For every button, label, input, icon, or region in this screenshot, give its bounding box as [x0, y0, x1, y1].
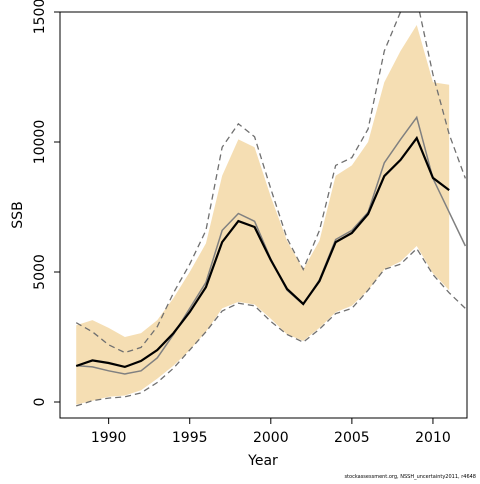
x-tick-label: 2005 [334, 430, 370, 446]
footnote: stockassessment.org, NSSH_uncertainty201… [344, 474, 476, 480]
x-tick-label: 2010 [415, 430, 451, 446]
y-axis-label: SSB [10, 201, 26, 228]
plot-area [75, 12, 467, 407]
x-tick-label: 2000 [253, 430, 289, 446]
plot-frame [59, 11, 468, 419]
confidence-band [76, 25, 450, 405]
x-axis-label: Year [247, 453, 278, 469]
y-tick-label: 15000 [32, 0, 48, 34]
y-tick-label: 10000 [32, 120, 48, 165]
series-line [75, 135, 450, 369]
x-tick-label: 1990 [91, 430, 127, 446]
y-tick-label: 0 [32, 398, 48, 407]
series-line [75, 12, 466, 354]
x-tick-label: 1995 [172, 430, 208, 446]
y-tick-label: 5000 [32, 254, 48, 290]
